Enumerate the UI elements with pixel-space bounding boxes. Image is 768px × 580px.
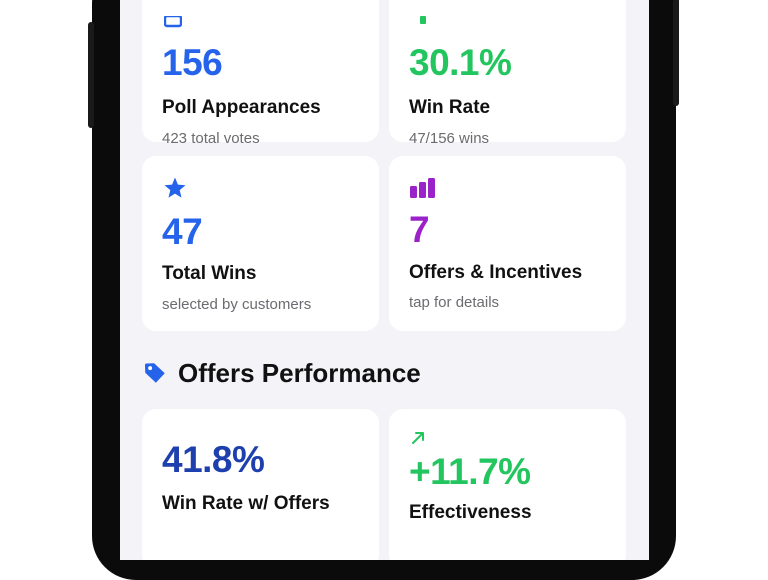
poll-appearances-value: 156 [162, 42, 223, 83]
offers-incentives-value: 7 [409, 209, 430, 250]
bar-chart-icon [410, 178, 435, 198]
star-icon [164, 177, 186, 198]
win-rate-with-offers-value: 41.8% [162, 439, 265, 480]
tag-icon [144, 363, 165, 383]
offers-performance-title: Offers Performance [178, 358, 421, 388]
phone-side-button-right [673, 0, 679, 106]
effectiveness-label: Effectiveness [409, 502, 532, 523]
offers-incentives-label: Offers & Incentives [409, 262, 583, 283]
win-rate-card[interactable]: 30.1% Win Rate 47/156 wins [389, 0, 626, 147]
win-rate-with-offers-label: Win Rate w/ Offers [162, 493, 330, 514]
win-rate-value: 30.1% [409, 42, 512, 83]
trend-icon [420, 16, 426, 24]
poll-appearances-card[interactable]: 156 Poll Appearances 423 total votes [142, 0, 379, 147]
win-rate-sub: 47/156 wins [409, 130, 490, 147]
poll-icon [164, 16, 182, 28]
win-rate-label: Win Rate [409, 97, 491, 118]
offers-incentives-sub: tap for details [409, 294, 500, 311]
total-wins-sub: selected by customers [162, 296, 312, 313]
phone-side-button-left [88, 22, 94, 128]
poll-appearances-label: Poll Appearances [162, 97, 321, 118]
total-wins-label: Total Wins [162, 263, 257, 284]
total-wins-value: 47 [162, 211, 203, 252]
effectiveness-value: +11.7% [409, 451, 531, 492]
app-screen: 156 Poll Appearances 423 total votes 30.… [120, 0, 649, 560]
total-wins-card[interactable]: 47 Total Wins selected by customers [142, 156, 379, 331]
effectiveness-card[interactable]: +11.7% Effectiveness [389, 409, 626, 560]
win-rate-with-offers-card[interactable]: 41.8% Win Rate w/ Offers [142, 409, 379, 560]
arrow-up-right-icon [412, 432, 424, 444]
poll-appearances-sub: 423 total votes [162, 130, 260, 147]
offers-incentives-card[interactable]: 7 Offers & Incentives tap for details [389, 156, 626, 331]
